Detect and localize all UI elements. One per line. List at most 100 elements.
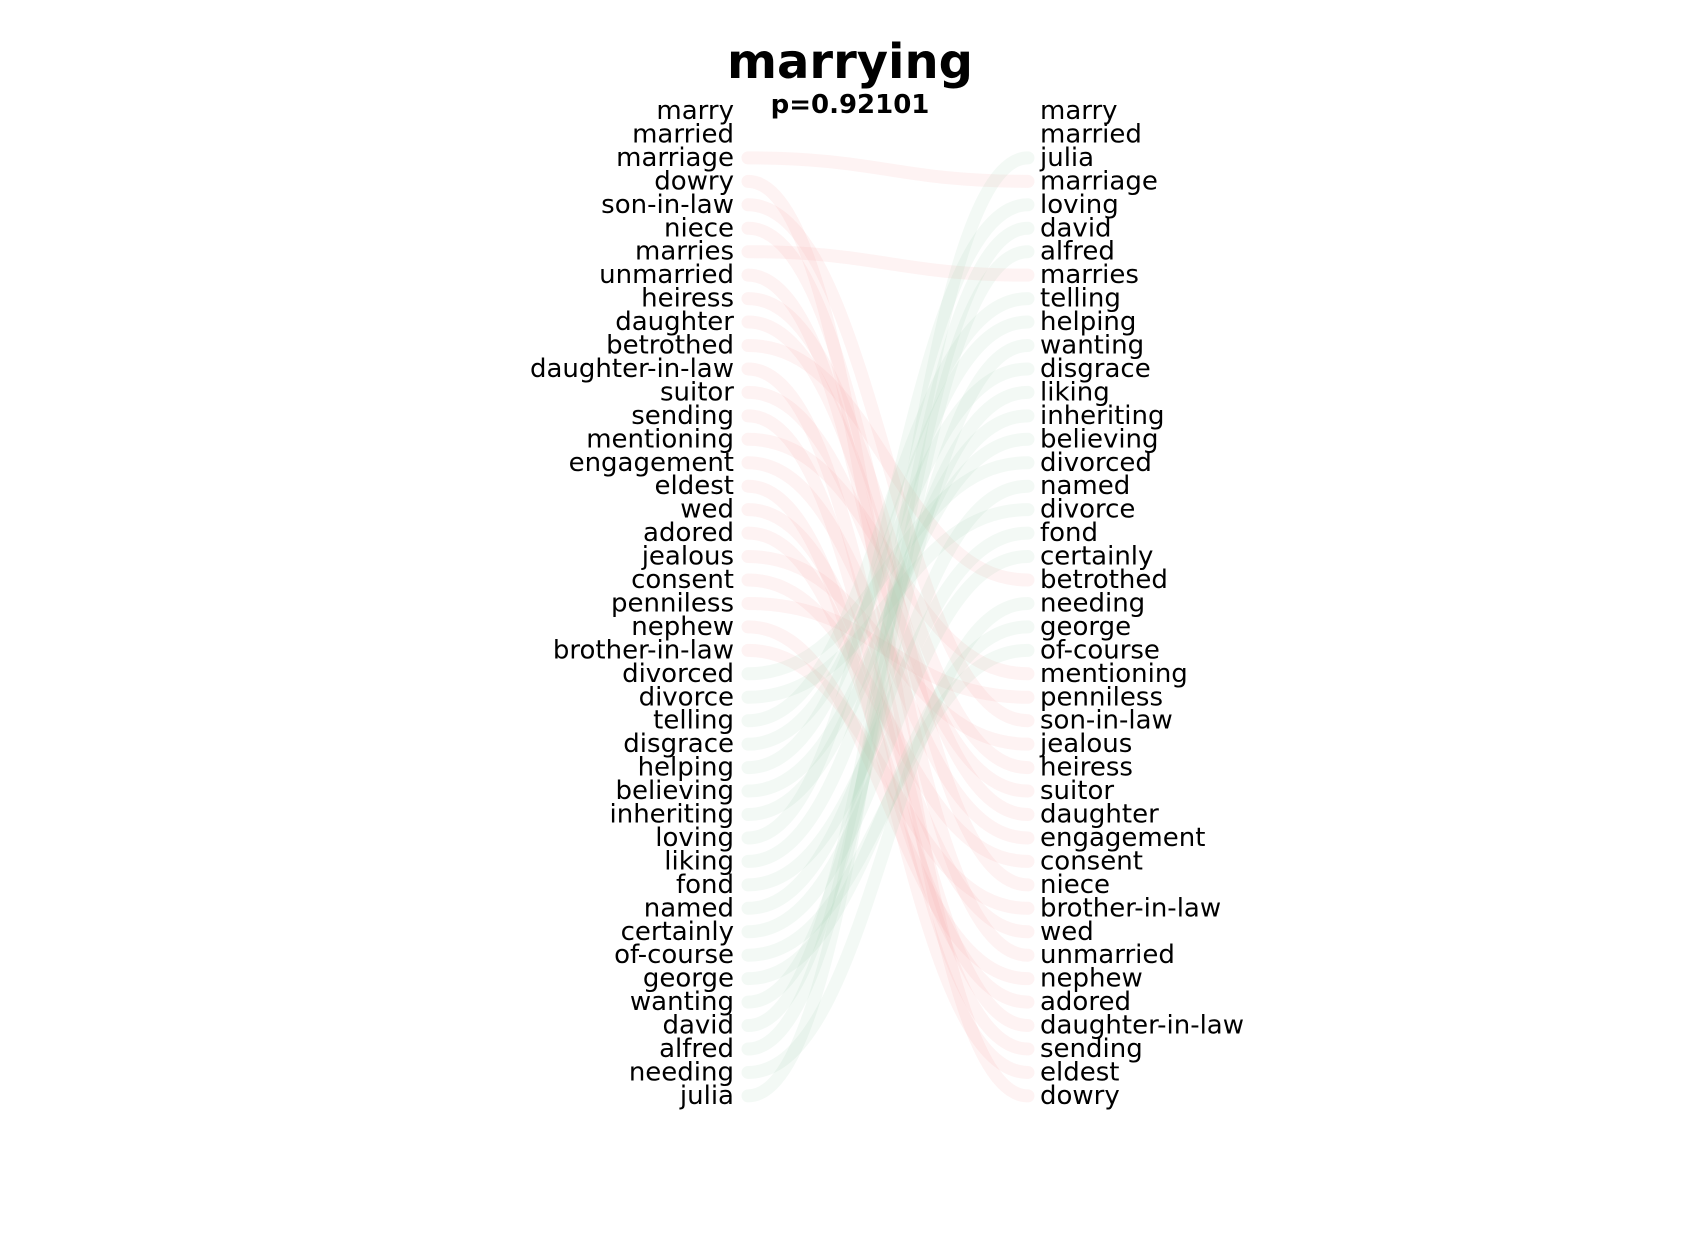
left-word-of-course: of-course (614, 940, 734, 970)
right-word-niece: niece (1040, 870, 1110, 900)
rank-link-julia (741, 151, 1035, 1103)
right-word-believing: believing (1040, 424, 1159, 454)
rank-link-alfred (741, 245, 1035, 1056)
left-word-mentioning: mentioning (586, 424, 734, 454)
rank-link-of-course (741, 643, 1035, 962)
right-word-son-in-law: son-in-law (1040, 706, 1173, 736)
rank-link-david (741, 221, 1035, 1033)
rank-link-wanting (741, 339, 1035, 1009)
rank-link-mentioning (741, 432, 1035, 681)
left-word-consent: consent (631, 565, 734, 595)
rank-link-jealous (741, 550, 1035, 751)
right-word-divorced: divorced (1040, 448, 1152, 478)
right-word-julia: julia (1039, 143, 1094, 173)
rank-link-needing (741, 596, 1035, 1079)
rank-link-consent (741, 573, 1035, 868)
right-word-married: married (1040, 119, 1142, 149)
right-word-marries: marries (1040, 260, 1139, 290)
chart-title: marrying (727, 34, 973, 90)
right-word-eldest: eldest (1040, 1057, 1119, 1087)
right-word-telling: telling (1040, 284, 1121, 314)
rank-link-heiress (741, 292, 1035, 775)
rank-link-loving (741, 198, 1035, 845)
rank-link-sending (741, 409, 1035, 1056)
left-word-marriage: marriage (616, 143, 734, 173)
rank-link-divorced (741, 456, 1035, 681)
left-word-sending: sending (631, 401, 734, 431)
rank-link-liking (741, 385, 1035, 868)
right-word-needing: needing (1040, 588, 1145, 618)
right-word-sending: sending (1040, 1034, 1143, 1064)
left-word-telling: telling (653, 706, 734, 736)
left-word-wanting: wanting (630, 987, 734, 1017)
left-word-jealous: jealous (641, 542, 734, 572)
left-word-wed: wed (680, 495, 734, 525)
left-word-fond: fond (676, 870, 734, 900)
rank-link-wed (741, 503, 1035, 939)
left-word-adored: adored (643, 518, 734, 548)
right-word-suitor: suitor (1040, 776, 1114, 806)
left-word-liking: liking (664, 846, 734, 876)
right-word-inheriting: inheriting (1040, 401, 1165, 431)
left-word-dowry: dowry (654, 166, 734, 196)
right-word-wanting: wanting (1040, 331, 1144, 361)
left-word-believing: believing (615, 776, 734, 806)
right-word-marry: marry (1040, 96, 1118, 126)
right-word-wed: wed (1040, 917, 1094, 947)
right-word-list: marrymarriedjuliamarriagelovingdavidalfr… (1039, 96, 1244, 1111)
left-word-marry: marry (656, 96, 734, 126)
rank-link-disgrace (741, 362, 1035, 751)
left-word-son-in-law: son-in-law (601, 190, 734, 220)
left-word-marries: marries (635, 237, 734, 267)
right-word-liking: liking (1040, 377, 1110, 407)
right-word-heiress: heiress (1040, 753, 1133, 783)
rank-link-george (741, 620, 1035, 986)
left-word-eldest: eldest (655, 471, 734, 501)
left-word-nephew: nephew (631, 612, 734, 642)
rank-link-eldest (741, 479, 1035, 1079)
rank-link-believing (741, 432, 1035, 798)
rank-link-daughter-in-law (741, 362, 1035, 1033)
left-word-list: marrymarriedmarriagedowryson-in-lawniece… (530, 96, 734, 1111)
left-word-penniless: penniless (611, 588, 734, 618)
left-word-julia: julia (679, 1081, 734, 1111)
right-word-named: named (1040, 471, 1130, 501)
left-word-betrothed: betrothed (606, 331, 734, 361)
rank-link-helping (741, 315, 1035, 775)
rank-links (741, 151, 1035, 1103)
right-word-betrothed: betrothed (1040, 565, 1168, 595)
right-word-brother-in-law: brother-in-law (1040, 893, 1221, 923)
rank-link-son-in-law (741, 198, 1035, 728)
left-word-inheriting: inheriting (610, 800, 735, 830)
rank-link-fond (741, 526, 1035, 892)
left-word-niece: niece (664, 213, 734, 243)
right-word-penniless: penniless (1040, 682, 1163, 712)
rank-link-adored (741, 526, 1035, 1009)
left-word-david: david (662, 1011, 734, 1041)
rank-link-marries (741, 245, 1035, 282)
rank-link-niece (741, 221, 1035, 892)
rank-link-dowry (741, 174, 1035, 1103)
rank-link-marriage (741, 151, 1035, 188)
rank-link-engagement (741, 456, 1035, 845)
right-word-daughter-in-law: daughter-in-law (1040, 1011, 1244, 1041)
left-word-loving: loving (655, 823, 734, 853)
rank-link-penniless (741, 596, 1035, 704)
right-word-adored: adored (1040, 987, 1131, 1017)
right-word-disgrace: disgrace (1040, 354, 1151, 384)
left-word-certainly: certainly (621, 917, 734, 947)
left-word-unmarried: unmarried (599, 260, 734, 290)
rank-link-nephew (741, 620, 1035, 986)
right-word-david: david (1040, 213, 1112, 243)
rank-link-certainly (741, 550, 1035, 939)
right-word-of-course: of-course (1040, 635, 1160, 665)
rank-link-inheriting (741, 409, 1035, 821)
right-word-fond: fond (1040, 518, 1098, 548)
left-word-daughter: daughter (615, 307, 734, 337)
right-word-marriage: marriage (1040, 166, 1158, 196)
left-word-heiress: heiress (641, 284, 734, 314)
right-word-helping: helping (1040, 307, 1136, 337)
right-word-daughter: daughter (1040, 800, 1159, 830)
left-word-named: named (644, 893, 734, 923)
